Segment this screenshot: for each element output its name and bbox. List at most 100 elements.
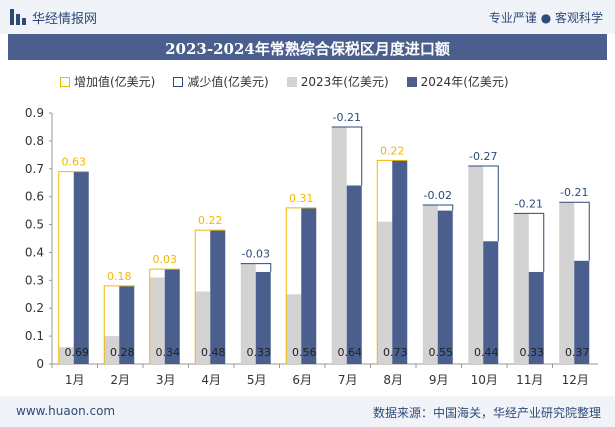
bar-2023 — [331, 126, 347, 364]
increase-box — [194, 229, 226, 364]
increase-box — [58, 171, 89, 364]
bar-2024 — [346, 185, 362, 364]
bar-2023 — [513, 213, 529, 364]
bar-2024 — [483, 241, 499, 364]
bar-2023 — [559, 202, 575, 364]
change-label: 0.31 — [289, 192, 314, 205]
legend-item-2024: 2024年(亿美元) — [406, 73, 509, 90]
x-tick-label: 1月 — [65, 373, 85, 387]
legend-label-2024: 2024年(亿美元) — [420, 75, 509, 89]
change-label: -0.27 — [469, 150, 497, 163]
bar-2023 — [240, 263, 256, 364]
bar-2024 — [210, 230, 226, 364]
bar-2023 — [286, 294, 302, 364]
y-tick-label: 0.5 — [25, 218, 44, 232]
value-label-2024: 0.28 — [110, 346, 135, 359]
legend-swatch-2023 — [286, 76, 297, 87]
legend-item-increase: 增加值(亿美元) — [60, 73, 155, 90]
y-tick-label: 0.8 — [25, 134, 44, 148]
y-tick-label: 0.3 — [25, 273, 44, 287]
x-tick-label: 7月 — [338, 373, 358, 387]
change-label: 0.22 — [198, 214, 223, 227]
change-label: 0.63 — [62, 156, 87, 169]
legend-item-2023: 2023年(亿美元) — [286, 73, 389, 90]
change-label: -0.02 — [424, 189, 452, 202]
x-tick-label: 4月 — [201, 373, 221, 387]
bar-2023 — [58, 347, 74, 364]
increase-box — [285, 207, 317, 364]
brand-logo[interactable]: 华经情报网 — [10, 8, 98, 27]
change-label: -0.21 — [333, 111, 361, 124]
value-label-2024: 0.69 — [65, 346, 90, 359]
bar-2023 — [377, 221, 393, 364]
bar-2024 — [301, 207, 317, 364]
title-band: 2023-2024年常熟综合保税区月度进口额 — [8, 34, 607, 60]
x-tick-label: 5月 — [247, 373, 267, 387]
legend-label-decrease: 减少值(亿美元) — [187, 75, 269, 89]
increase-box — [376, 159, 408, 364]
value-label-2024: 0.55 — [429, 346, 454, 359]
x-tick-label: 12月 — [562, 373, 589, 387]
change-label: 0.03 — [153, 253, 178, 266]
footer-bar: www.huaon.com 数据来源：中国海关，华经产业研究院整理 — [0, 396, 615, 427]
chart-title: 2023-2024年常熟综合保税区月度进口额 — [165, 40, 450, 58]
change-label: -0.21 — [515, 197, 543, 210]
bar-2024 — [392, 160, 408, 364]
decrease-box — [559, 201, 590, 261]
bar-2024 — [255, 271, 271, 364]
bar-2024 — [574, 260, 590, 364]
decrease-box — [422, 204, 454, 211]
header-tagline: 专业严谨 ● 客观科学 — [488, 11, 603, 25]
bar-chart-icon — [10, 9, 26, 25]
decrease-box — [240, 263, 272, 272]
change-label: -0.03 — [242, 248, 270, 261]
chart-legend: 增加值(亿美元) 减少值(亿美元) 2023年(亿美元) 2024年(亿美元) — [60, 73, 509, 90]
x-tick-label: 3月 — [156, 373, 176, 387]
y-tick-label: 0.6 — [25, 190, 44, 204]
bar-2024 — [119, 285, 135, 364]
y-tick-label: 0 — [36, 357, 44, 371]
change-label: 0.22 — [380, 144, 405, 157]
header-bar: 华经情报网 专业严谨 ● 客观科学 — [0, 0, 615, 34]
bar-2024 — [437, 210, 453, 364]
decrease-box — [331, 126, 363, 186]
x-tick-label: 2月 — [110, 373, 130, 387]
y-tick-label: 0.9 — [25, 106, 44, 120]
value-label-2024: 0.44 — [474, 346, 499, 359]
footer-site[interactable]: www.huaon.com — [16, 404, 116, 418]
value-label-2024: 0.64 — [338, 346, 363, 359]
legend-swatch-increase — [60, 76, 70, 87]
change-label: 0.18 — [107, 270, 132, 283]
y-tick-label: 0.2 — [25, 301, 44, 315]
y-tick-label: 0.4 — [25, 245, 44, 259]
legend-swatch-decrease — [173, 76, 184, 87]
decrease-box — [513, 212, 545, 272]
x-tick-label: 9月 — [429, 373, 449, 387]
value-label-2024: 0.33 — [247, 346, 272, 359]
increase-box — [149, 268, 180, 364]
legend-item-decrease: 减少值(亿美元) — [173, 73, 269, 90]
footer-source: 数据来源：中国海关，华经产业研究院整理 — [372, 406, 601, 420]
x-tick-label: 8月 — [383, 373, 403, 387]
bar-2023 — [468, 165, 484, 364]
brand-name: 华经情报网 — [32, 11, 98, 27]
change-label: -0.21 — [560, 186, 588, 199]
value-label-2024: 0.56 — [292, 346, 317, 359]
increase-box — [103, 285, 135, 364]
value-label-2024: 0.37 — [565, 346, 590, 359]
decrease-box — [468, 165, 499, 242]
bar-2023 — [149, 277, 165, 364]
legend-swatch-2024 — [406, 76, 417, 87]
value-label-2024: 0.73 — [383, 346, 408, 359]
value-label-2024: 0.48 — [201, 346, 226, 359]
bar-2024 — [528, 271, 544, 364]
legend-label-increase: 增加值(亿美元) — [74, 75, 156, 89]
bar-2023 — [104, 336, 120, 364]
value-label-2024: 0.34 — [156, 346, 181, 359]
x-tick-label: 11月 — [516, 373, 543, 387]
bar-2024 — [73, 171, 89, 364]
bar-2024 — [164, 269, 180, 364]
value-label-2024: 0.33 — [520, 346, 545, 359]
bar-2023 — [195, 291, 211, 364]
